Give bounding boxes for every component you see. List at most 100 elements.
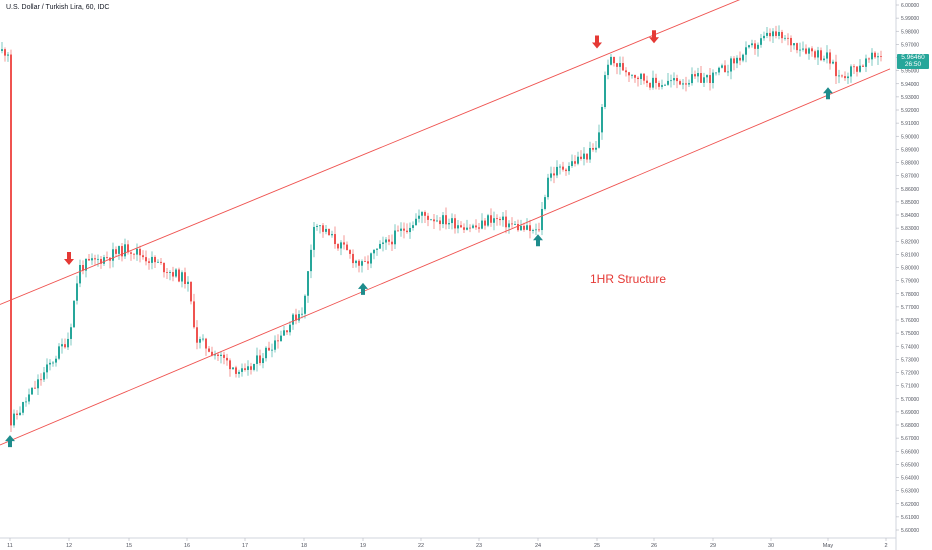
- x-tick-label: 30: [768, 543, 774, 549]
- y-tick-label: 5.81000: [901, 252, 919, 258]
- candle-body: [112, 249, 114, 261]
- candle-body: [223, 354, 225, 358]
- candle-body: [466, 227, 468, 230]
- candle-body: [436, 220, 438, 222]
- candle-body: [370, 253, 372, 264]
- candle-body: [205, 338, 207, 349]
- y-tick-label: 6.00000: [901, 3, 919, 9]
- candle-body: [709, 75, 711, 84]
- candle-body: [295, 314, 297, 321]
- candle-body: [868, 58, 870, 60]
- candle-body: [739, 57, 741, 61]
- candle-body: [283, 330, 285, 336]
- candle-body: [844, 76, 846, 79]
- candle-body: [784, 37, 786, 39]
- y-tick-label: 5.98000: [901, 29, 919, 35]
- candle-body: [517, 223, 519, 231]
- x-tick-label: 26: [651, 543, 657, 549]
- channel-upper-line: [0, 0, 741, 305]
- y-tick-label: 5.71000: [901, 384, 919, 390]
- candle-body: [748, 45, 750, 48]
- y-tick-label: 5.76000: [901, 318, 919, 324]
- y-tick-label: 5.67000: [901, 436, 919, 442]
- candle-body: [304, 295, 306, 314]
- candle-body: [25, 401, 27, 403]
- candle-body: [544, 197, 546, 209]
- candle-body: [127, 244, 129, 253]
- candle-body: [496, 218, 498, 220]
- candle-body: [535, 229, 537, 231]
- candle-body: [565, 169, 567, 172]
- candle-body: [481, 220, 483, 229]
- candle-body: [442, 215, 444, 225]
- y-tick-label: 5.70000: [901, 397, 919, 403]
- candle-body: [727, 71, 729, 73]
- candle-body: [865, 58, 867, 67]
- candle-body: [880, 56, 882, 58]
- candle-body: [139, 248, 141, 256]
- buy-arrow-icon: [533, 234, 543, 247]
- candle-body: [871, 52, 873, 60]
- candle-body: [37, 379, 39, 389]
- candle-body: [364, 261, 366, 262]
- candle-body: [751, 43, 753, 46]
- candle-body: [94, 258, 96, 260]
- candle-body: [769, 32, 771, 37]
- candle-body: [790, 37, 792, 46]
- candle-body: [412, 225, 414, 228]
- x-tick-label: 23: [476, 543, 482, 549]
- candle-body: [133, 253, 135, 255]
- candle-body: [550, 173, 552, 178]
- candle-body: [730, 58, 732, 72]
- candle-body: [238, 371, 240, 374]
- last-price: 5.96460: [901, 54, 925, 61]
- candle-body: [367, 261, 369, 264]
- candle-body: [820, 50, 822, 61]
- candle-body: [259, 355, 261, 364]
- candle-body: [529, 225, 531, 231]
- candle-body: [667, 80, 669, 85]
- candle-body: [265, 347, 267, 359]
- candle-body: [547, 177, 549, 198]
- candle-body: [877, 56, 879, 58]
- candle-body: [28, 394, 30, 402]
- candle-body: [670, 80, 672, 82]
- candle-body: [361, 261, 363, 266]
- candle-body: [328, 228, 330, 236]
- candle-body: [262, 358, 264, 364]
- candle-body: [823, 58, 825, 61]
- candle-body: [445, 215, 447, 225]
- candle-body: [712, 72, 714, 84]
- y-tick-label: 5.74000: [901, 344, 919, 350]
- candle-body: [247, 366, 249, 370]
- candle-body: [439, 220, 441, 225]
- candle-body: [409, 227, 411, 233]
- candle-body: [226, 357, 228, 361]
- candle-body: [13, 413, 15, 426]
- candle-body: [34, 387, 36, 389]
- candle-body: [484, 220, 486, 226]
- candle-body: [457, 225, 459, 229]
- candle-body: [184, 272, 186, 284]
- candle-body: [64, 344, 66, 348]
- candle-body: [676, 78, 678, 82]
- candle-body: [388, 239, 390, 242]
- candle-body: [310, 249, 312, 272]
- candle-body: [187, 281, 189, 284]
- candle-body: [703, 77, 705, 83]
- candle-body: [337, 244, 339, 249]
- candle-body: [52, 362, 54, 364]
- y-tick-label: 5.87000: [901, 174, 919, 180]
- y-tick-label: 5.72000: [901, 371, 919, 377]
- y-tick-label: 5.80000: [901, 266, 919, 272]
- candle-body: [469, 227, 471, 229]
- y-tick-label: 5.91000: [901, 121, 919, 127]
- candle-body: [700, 73, 702, 83]
- candle-body: [850, 66, 852, 77]
- candle-body: [853, 66, 855, 68]
- y-tick-label: 5.84000: [901, 213, 919, 219]
- candle-body: [595, 147, 597, 150]
- candle-body: [340, 242, 342, 249]
- candle-body: [448, 223, 450, 225]
- candle-body: [715, 72, 717, 74]
